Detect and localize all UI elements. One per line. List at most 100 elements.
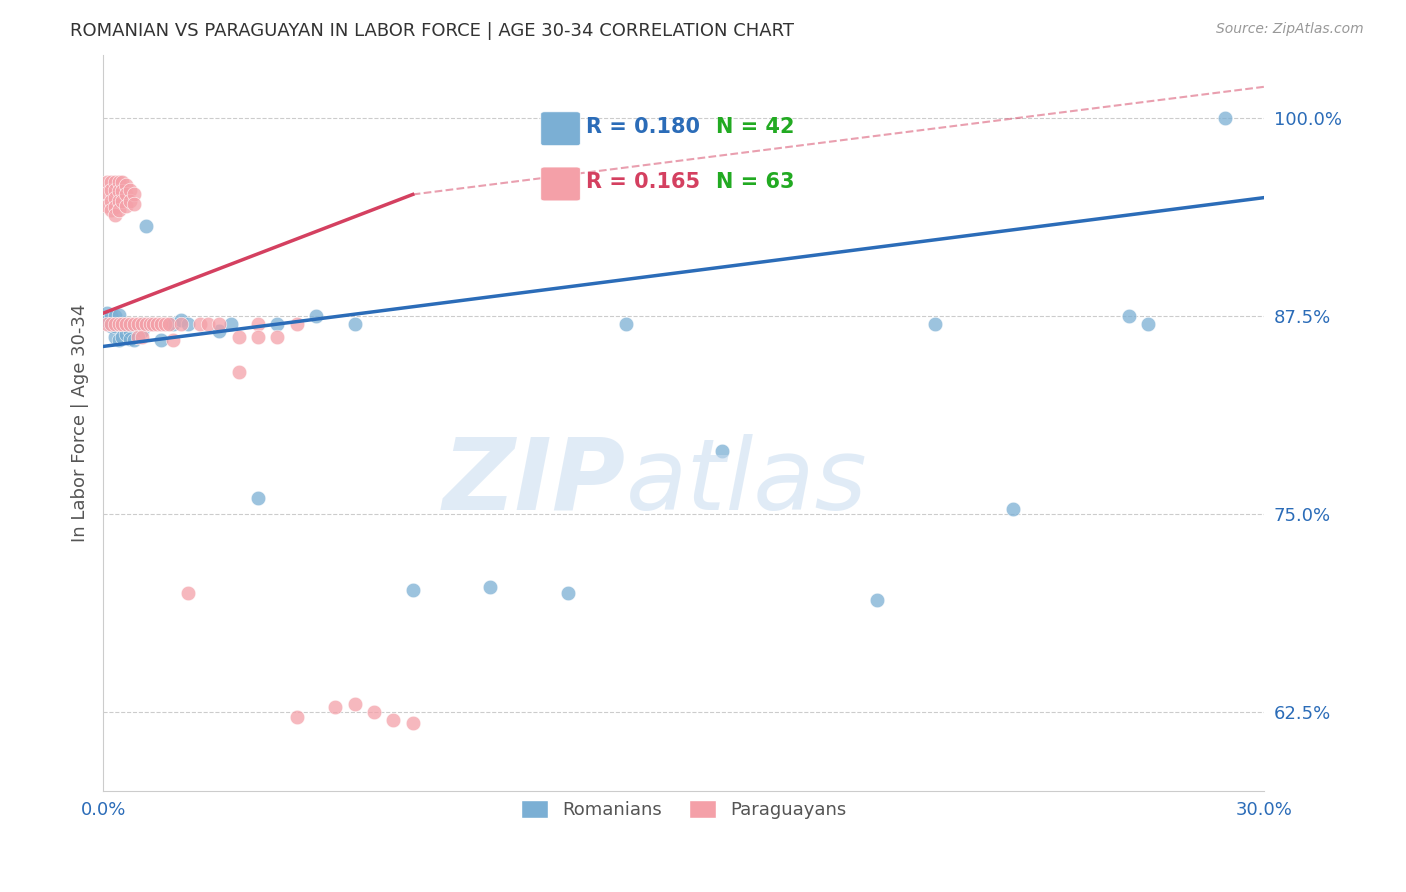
Point [111,320,134,334]
Point [96,306,118,320]
Point [111,194,134,208]
Point [711,444,734,458]
Point [115,178,138,192]
Point [343,697,366,711]
Point [100,175,122,189]
Point [246,491,269,506]
Point [104,191,127,205]
Point [557,586,579,600]
Point [1136,318,1159,332]
Point [363,705,385,719]
Point [104,200,127,214]
Point [115,198,138,212]
Point [146,318,169,332]
Point [228,365,250,379]
Point [1001,502,1024,516]
Point [246,318,269,332]
Point [162,333,184,347]
Point [107,194,129,208]
Point [100,318,122,333]
Point [266,330,288,344]
Point [402,583,425,598]
Point [122,318,145,332]
Point [115,326,138,341]
Legend: Romanians, Paraguayans: Romanians, Paraguayans [513,793,853,827]
Point [169,312,191,326]
Point [120,318,142,332]
Point [127,318,149,332]
Point [131,318,153,332]
Point [100,203,122,218]
Point [120,332,142,346]
Point [107,318,129,332]
Point [188,318,211,332]
Point [107,203,129,218]
Point [104,175,127,189]
Point [177,586,200,600]
Point [142,318,165,332]
Point [614,318,637,332]
Point [246,330,269,344]
Point [305,310,328,324]
Point [107,308,129,322]
Point [115,187,138,202]
Point [323,700,346,714]
Point [153,318,176,332]
Point [100,183,122,197]
Point [150,318,173,332]
Point [228,330,250,344]
Point [131,318,153,332]
Point [96,318,118,332]
Point [100,310,122,324]
Point [104,310,127,324]
Text: R = 0.165: R = 0.165 [586,172,700,193]
Text: N = 42: N = 42 [716,117,794,137]
Point [96,198,118,212]
Text: Source: ZipAtlas.com: Source: ZipAtlas.com [1216,22,1364,37]
Text: R = 0.180: R = 0.180 [586,117,700,137]
Text: ROMANIAN VS PARAGUAYAN IN LABOR FORCE | AGE 30-34 CORRELATION CHART: ROMANIAN VS PARAGUAYAN IN LABOR FORCE | … [70,22,794,40]
Point [96,186,118,200]
Point [104,318,127,333]
Point [866,592,889,607]
Point [1118,310,1140,324]
Point [177,318,200,332]
Y-axis label: In Labor Force | Age 30-34: In Labor Force | Age 30-34 [72,304,89,542]
Point [131,324,153,338]
Point [96,175,118,189]
Point [135,318,157,332]
Point [111,175,134,189]
Point [104,183,127,197]
Text: atlas: atlas [626,434,868,531]
Point [219,318,242,332]
Point [402,716,425,731]
Point [285,318,308,332]
Point [131,330,153,344]
Point [135,219,157,233]
Point [107,175,129,189]
Point [111,318,134,332]
Point [169,318,191,332]
Point [1215,112,1237,126]
Point [122,333,145,347]
Point [162,318,184,332]
Point [100,318,122,332]
Point [208,324,231,338]
FancyBboxPatch shape [541,167,581,201]
Point [138,318,160,332]
Point [111,318,134,332]
Point [157,318,180,332]
Point [924,318,946,332]
FancyBboxPatch shape [541,112,581,145]
Point [104,318,127,332]
Point [122,187,145,202]
Point [96,314,118,328]
Text: ZIP: ZIP [443,434,626,531]
Point [100,194,122,208]
Point [120,183,142,197]
Point [111,184,134,198]
Point [104,330,127,344]
Point [150,333,173,347]
Text: N = 63: N = 63 [716,172,794,193]
Point [111,330,134,344]
